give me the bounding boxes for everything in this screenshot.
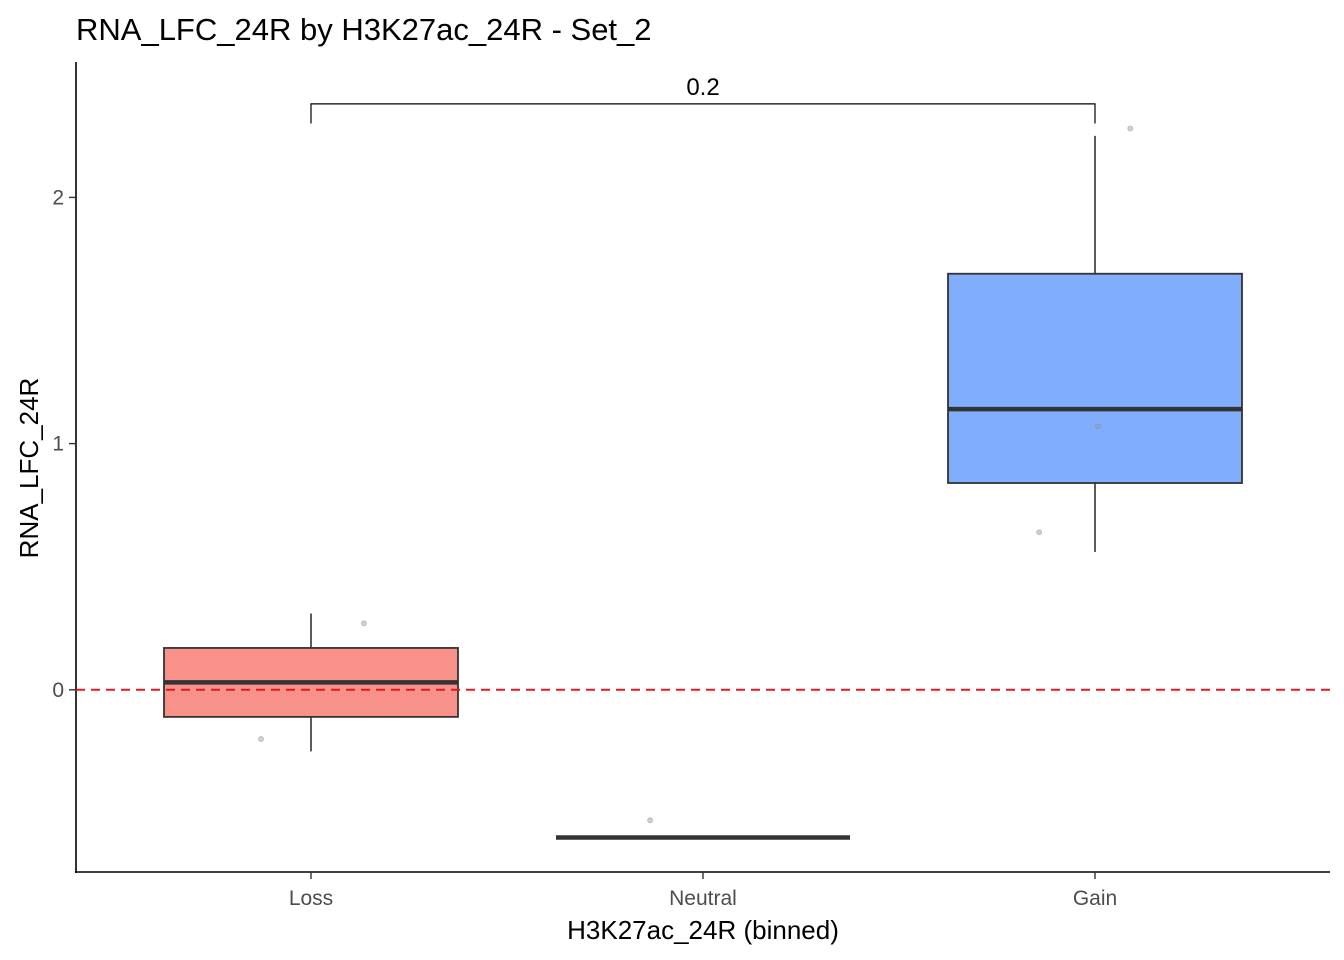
x-tick-label: Loss xyxy=(289,887,333,910)
x-axis-title: H3K27ac_24R (binned) xyxy=(567,915,839,945)
p-value-label: 0.2 xyxy=(686,74,719,101)
data-point xyxy=(258,736,264,742)
plot-area: 0 1 2 Loss Neutral Gain 0.2 xyxy=(52,62,1330,910)
y-tick-label: 2 xyxy=(52,186,64,209)
data-point xyxy=(647,817,653,824)
data-point xyxy=(1095,423,1101,430)
x-tick-label: Gain xyxy=(1073,887,1117,910)
data-point xyxy=(1127,125,1134,132)
data-point xyxy=(361,620,367,627)
comparison-bracket xyxy=(310,103,1096,124)
y-axis-title: RNA_LFC_24R xyxy=(14,378,44,559)
x-tick-label: Neutral xyxy=(669,887,737,910)
y-tick-label: 0 xyxy=(52,679,64,702)
chart-title: RNA_LFC_24R by H3K27ac_24R - Set_2 xyxy=(76,12,652,47)
data-point xyxy=(1036,529,1043,536)
y-tick-label: 1 xyxy=(52,433,64,456)
box-iqr xyxy=(947,272,1243,484)
